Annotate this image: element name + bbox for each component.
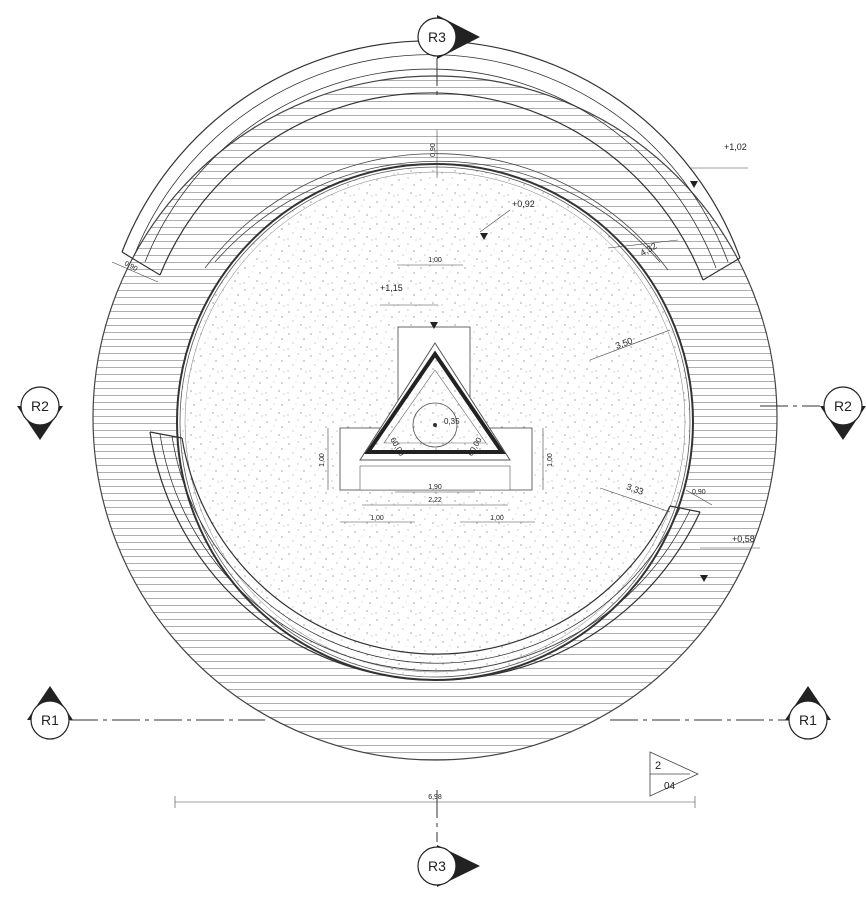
section-marker-r3-top — [417, 15, 480, 59]
section-label-r1-right: R1 — [799, 712, 817, 728]
dimension-lines — [111, 130, 760, 808]
dim-height-left: 1,00 — [319, 453, 326, 467]
section-marker-r2-left — [17, 386, 63, 440]
lower-curved-bench — [149, 431, 701, 681]
elevation-markers — [430, 181, 708, 582]
elevation-top-right: +1,02 — [724, 142, 747, 152]
section-label-r2-left: R2 — [31, 398, 49, 414]
dim-height-right: 1,00 — [547, 453, 554, 467]
dim-base-222: 2,22 — [428, 497, 442, 504]
dim-bottom-left: 1,00 — [370, 515, 384, 522]
section-marker-r2-right — [820, 386, 866, 440]
detail-number: 2 — [655, 760, 661, 772]
detail-reference-marker: 2 04 — [649, 751, 699, 797]
dim-top-100: 1,00 — [428, 257, 442, 264]
dim-width-top: 0,90 — [430, 143, 437, 157]
section-marker-r3-bottom — [417, 845, 480, 887]
section-marker-r1-left — [27, 686, 73, 740]
dim-width-right: 0,90 — [692, 489, 706, 496]
section-label-r3-top: R3 — [428, 29, 446, 45]
dim-bottom-right: 1,00 — [490, 515, 504, 522]
elevation-center: +1,15 — [380, 283, 403, 293]
dim-overall-698: 6,98 — [428, 794, 442, 801]
elevation-right-lower: +0,58 — [732, 534, 755, 544]
detail-sheet: 04 — [664, 781, 676, 792]
dim-center-035: 0,35 — [444, 417, 460, 426]
section-label-r2-right: R2 — [834, 398, 852, 414]
section-label-r1-left: R1 — [41, 712, 59, 728]
central-triangle-planter — [339, 326, 533, 491]
section-label-r3-bottom: R3 — [428, 858, 446, 874]
section-lines — [70, 58, 820, 842]
elevation-inner-ring: +0,92 — [512, 199, 535, 209]
section-marker-r1-right — [785, 686, 831, 740]
dim-base-190: 1,90 — [428, 484, 442, 491]
